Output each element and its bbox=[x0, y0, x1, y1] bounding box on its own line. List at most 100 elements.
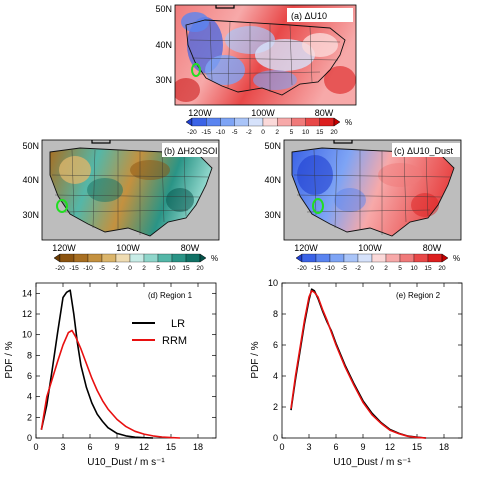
colorbar-swatch bbox=[171, 253, 187, 263]
colorbar-tick-label: 0 bbox=[370, 265, 374, 272]
colorbar-swatch bbox=[115, 253, 131, 263]
map-c-state-borders bbox=[293, 149, 451, 235]
x-tick-label: 15 bbox=[166, 442, 176, 452]
colorbar-swatch bbox=[185, 253, 201, 263]
colorbar-tick-label: 10 bbox=[168, 265, 176, 272]
map-c-lat-tick: 40N bbox=[264, 175, 281, 185]
y-tick-label: 8 bbox=[27, 350, 32, 360]
legend-label-rrm: RRM bbox=[162, 335, 187, 347]
colorbar-tick-label: 2 bbox=[275, 129, 279, 136]
x-tick-label: 3 bbox=[60, 442, 65, 452]
map-b-colorbar: -20 -15 -10 -5 -2 0 2 5 10 15 20% bbox=[53, 253, 218, 272]
map-c-label-box bbox=[392, 143, 460, 157]
map-a-lon-tick: 100W bbox=[251, 108, 275, 118]
colorbar-swatch bbox=[206, 117, 221, 127]
colorbar-tick-label: 20 bbox=[196, 265, 204, 272]
map-c-colorbar: -20 -15 -10 -5 -2 0 2 5 10 15 20% bbox=[295, 253, 460, 272]
colorbar-swatch bbox=[305, 117, 320, 127]
y-tick-label: 0 bbox=[27, 433, 32, 443]
colorbar-swatch bbox=[277, 117, 292, 127]
map-b-frame bbox=[41, 139, 220, 241]
y-tick-label: 0 bbox=[273, 433, 278, 443]
y-tick-label: 12 bbox=[22, 309, 32, 319]
x-tick-label: 18 bbox=[193, 442, 203, 452]
colorbar-swatch bbox=[357, 253, 373, 263]
colorbar-tick-label: 15 bbox=[182, 265, 190, 272]
colorbar-swatch bbox=[315, 253, 331, 263]
chart-e-series bbox=[290, 288, 427, 439]
colorbar-swatch bbox=[101, 253, 117, 263]
colorbar-tick-label: 5 bbox=[156, 265, 160, 272]
chart-d-xlabel: U10_Dust / m s⁻¹ bbox=[87, 457, 165, 468]
chart-d-title: (d) Region 1 bbox=[148, 291, 193, 300]
colorbar-tick-label: -2 bbox=[113, 265, 119, 272]
colorbar-swatch bbox=[329, 253, 345, 263]
colorbar-tick-label: -5 bbox=[99, 265, 105, 272]
chart-d-series bbox=[40, 289, 181, 439]
map-panel-c: (c) ΔU10_Dust 50N 40N 30N 120W 100W 80W … bbox=[264, 139, 462, 272]
map-a-lon-tick: 80W bbox=[315, 108, 334, 118]
colorbar-swatch bbox=[301, 253, 317, 263]
map-b-label: (b) ΔH2OSOI bbox=[164, 146, 218, 156]
map-b-label-box bbox=[162, 143, 218, 157]
colorbar-swatch bbox=[399, 253, 415, 263]
colorbar-swatch bbox=[143, 253, 159, 263]
series-line-rrm bbox=[290, 289, 427, 439]
x-tick-label: 9 bbox=[360, 442, 365, 452]
colorbar-swatch bbox=[343, 253, 359, 263]
colorbar-tick-label: -5 bbox=[341, 265, 347, 272]
chart-d-legend: LR RRM bbox=[132, 318, 187, 347]
colorbar-tick-label: -5 bbox=[232, 129, 238, 136]
colorbar-tick-label: 5 bbox=[398, 265, 402, 272]
map-b-coastline bbox=[49, 147, 213, 237]
map-a-lat-tick: 50N bbox=[155, 4, 172, 14]
pdf-chart-region-2: 0 3 6 9 12 15 18 0 2 4 6 8 10 (e) Region 2 U10_Dust … bbox=[250, 278, 463, 468]
colorbar-swatch bbox=[220, 117, 235, 127]
map-b-state-borders bbox=[51, 149, 209, 235]
colorbar-tick-label: -15 bbox=[201, 129, 211, 136]
legend-label-lr: LR bbox=[171, 318, 185, 330]
chart-e-frame bbox=[281, 282, 463, 439]
y-tick-label: 14 bbox=[22, 288, 32, 298]
map-c-lat-tick: 50N bbox=[264, 141, 281, 151]
colorbar-unit: % bbox=[345, 118, 352, 127]
chart-e-xlabel: U10_Dust / m s⁻¹ bbox=[333, 457, 411, 468]
colorbar-swatch bbox=[262, 117, 278, 127]
colorbar-tick-label: 0 bbox=[128, 265, 132, 272]
colorbar-tick-label: 20 bbox=[330, 129, 338, 136]
y-tick-label: 10 bbox=[22, 330, 32, 340]
x-tick-label: 6 bbox=[87, 442, 92, 452]
map-panel-a: (a) ΔU10 50N 40N 30N 120W 100W 80W -20 -1… bbox=[155, 4, 357, 136]
map-b-lon-tick: 120W bbox=[52, 243, 76, 253]
colorbar-swatch bbox=[191, 117, 207, 127]
map-b-lon-tick: 80W bbox=[181, 243, 200, 253]
chart-e-ylabel: PDF / % bbox=[250, 341, 261, 378]
colorbar-swatch bbox=[87, 253, 103, 263]
series-line-rrm bbox=[40, 329, 181, 439]
y-tick-label: 10 bbox=[268, 278, 278, 288]
colorbar-tick-label: 2 bbox=[384, 265, 388, 272]
colorbar-swatch bbox=[385, 253, 401, 263]
colorbar-tick-label: 20 bbox=[438, 265, 446, 272]
y-tick-label: 4 bbox=[273, 371, 278, 381]
x-tick-label: 9 bbox=[114, 442, 119, 452]
colorbar-tick-label: 15 bbox=[424, 265, 432, 272]
colorbar-unit: % bbox=[453, 254, 460, 263]
y-tick-label: 8 bbox=[273, 309, 278, 319]
colorbar-tick-label: -2 bbox=[355, 265, 361, 272]
series-line-lr bbox=[290, 288, 427, 439]
map-c-field bbox=[291, 140, 455, 237]
map-b-field bbox=[49, 140, 213, 237]
map-a-label-box bbox=[287, 8, 353, 22]
map-b-lon-tick: 100W bbox=[116, 243, 140, 253]
series-line-lr bbox=[40, 289, 154, 439]
map-a-lat-tick: 40N bbox=[155, 40, 172, 50]
colorbar-tick-label: -20 bbox=[297, 265, 307, 272]
colorbar-swatch bbox=[248, 117, 264, 127]
y-tick-label: 2 bbox=[27, 412, 32, 422]
colorbar-tick-label: 2 bbox=[142, 265, 146, 272]
colorbar-swatch bbox=[291, 117, 306, 127]
colorbar-tick-label: -20 bbox=[187, 129, 197, 136]
chart-d-frame bbox=[35, 282, 217, 439]
